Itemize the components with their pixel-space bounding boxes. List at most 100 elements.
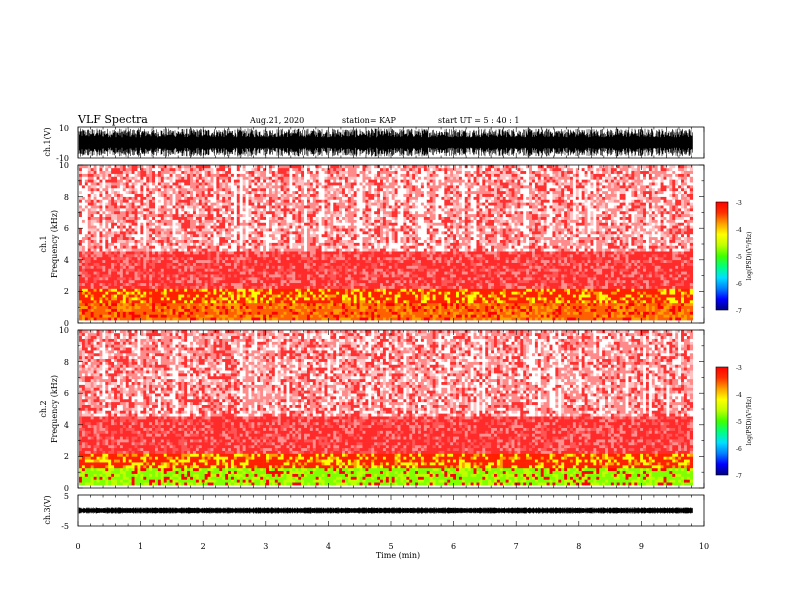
spectrogram-cell: [170, 280, 173, 283]
spectrogram-cell: [114, 286, 117, 289]
spectrogram-cell: [158, 312, 161, 315]
spectrogram-cell: [149, 205, 152, 208]
spectrogram-cell: [82, 222, 85, 225]
spectrogram-cell: [97, 263, 100, 266]
spectrogram-cell: [146, 257, 149, 260]
spectrogram-cell: [129, 274, 132, 277]
spectrogram-cell: [85, 205, 88, 208]
spectrogram-cell: [82, 260, 85, 263]
spectrogram-cell: [167, 309, 170, 312]
spectrogram-cell: [167, 314, 170, 317]
spectrogram-cell: [129, 312, 132, 315]
spectrogram-cell: [85, 268, 88, 271]
spectrogram-cell: [114, 309, 117, 312]
spectrogram-cell: [111, 194, 114, 197]
spectrogram-cell: [91, 268, 94, 271]
spectrogram-cell: [126, 309, 129, 312]
spectrogram-cell: [158, 309, 161, 312]
spectrogram-cell: [94, 280, 97, 283]
spectrogram-cell: [132, 188, 135, 191]
spectrogram-cell: [158, 257, 161, 260]
spectrogram-cell: [88, 179, 91, 182]
spectrogram-cell: [111, 300, 114, 303]
spectrogram-cell: [135, 168, 138, 171]
spectrogram-cell: [105, 208, 108, 211]
spectrogram-cell: [143, 174, 146, 177]
spectrogram-cell: [91, 300, 94, 303]
spectrogram-cell: [102, 263, 105, 266]
spectrogram-cell: [88, 314, 91, 317]
spectrogram-cell: [97, 309, 100, 312]
spectrogram-cell: [152, 191, 155, 194]
spectrogram-cell: [143, 217, 146, 220]
spectrogram-cell: [82, 237, 85, 240]
spectrogram-cell: [108, 286, 111, 289]
spectrogram-cell: [114, 228, 117, 231]
spectrogram-cell: [126, 234, 129, 237]
spectrogram-cell: [97, 254, 100, 257]
spectrogram-cell: [102, 168, 105, 171]
spectrogram-cell: [99, 217, 102, 220]
spectrogram-cell: [94, 205, 97, 208]
spectrogram-cell: [120, 171, 123, 174]
spectrogram-cell: [140, 309, 143, 312]
spectrogram-cell: [120, 188, 123, 191]
spectrogram-cell: [161, 297, 164, 300]
spectrogram-cell: [146, 291, 149, 294]
spectrogram-cell: [132, 231, 135, 234]
spectrogram-cell: [164, 245, 167, 248]
spectrogram-cell: [164, 280, 167, 283]
spectrogram-cell: [105, 182, 108, 185]
spectrogram-cell: [105, 248, 108, 251]
spectrogram-cell: [108, 277, 111, 280]
spectrogram-cell: [117, 294, 120, 297]
spectrogram-cell: [105, 225, 108, 228]
spectrogram-cell: [88, 286, 91, 289]
spectrogram-cell: [123, 205, 126, 208]
spectrogram-cell: [88, 260, 91, 263]
spectrogram-cell: [102, 280, 105, 283]
spectrogram-cell: [161, 283, 164, 286]
spectrogram-cell: [79, 283, 82, 286]
spectrogram-cell: [158, 289, 161, 292]
spectrogram-cell: [126, 185, 129, 188]
spectrogram-cell: [105, 234, 108, 237]
spectrogram-cell: [102, 208, 105, 211]
spectrogram-cell: [79, 263, 82, 266]
spectrogram-cell: [126, 277, 129, 280]
spectrogram-cell: [85, 214, 88, 217]
spectrogram-cell: [117, 280, 120, 283]
spectrogram-cell: [85, 312, 88, 315]
spectrogram-cell: [140, 263, 143, 266]
spectrogram-cell: [132, 306, 135, 309]
spectrogram-cell: [152, 240, 155, 243]
spectrogram-cell: [143, 297, 146, 300]
spectrogram-cell: [129, 306, 132, 309]
spectrogram-cell: [126, 211, 129, 214]
spectrogram-cell: [149, 188, 152, 191]
spectrogram-cell: [108, 266, 111, 269]
spectrogram-cell: [94, 294, 97, 297]
spectrogram-cell: [97, 182, 100, 185]
spectrogram-cell: [97, 266, 100, 269]
spectrogram-cell: [146, 243, 149, 246]
spectrogram-cell: [85, 297, 88, 300]
spectrogram-cell: [167, 168, 170, 171]
spectrogram-cell: [117, 234, 120, 237]
spectrogram-cell: [140, 245, 143, 248]
spectrogram-cell: [85, 257, 88, 260]
spectrogram-cell: [97, 199, 100, 202]
spectrogram-cell: [155, 263, 158, 266]
spectrogram-cell: [135, 266, 138, 269]
spectrogram-cell: [146, 205, 149, 208]
spectrogram-cell: [155, 174, 158, 177]
spectrogram-cell: [88, 176, 91, 179]
spectrogram-cell: [167, 240, 170, 243]
spectrogram-cell: [149, 283, 152, 286]
spectrogram-cell: [135, 179, 138, 182]
spectrogram-cell: [129, 317, 132, 320]
spectrogram-cell: [132, 245, 135, 248]
spectrogram-cell: [126, 165, 129, 168]
spectrogram-cell: [120, 222, 123, 225]
spectrogram-cell: [123, 286, 126, 289]
